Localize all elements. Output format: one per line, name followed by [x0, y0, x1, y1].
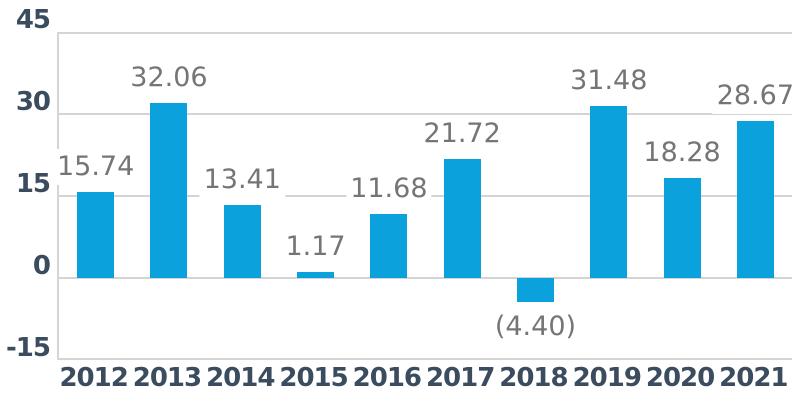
- bar-2013: [150, 102, 188, 278]
- data-label-2015: 1.17: [281, 228, 350, 265]
- y-tick-label-15: 15: [15, 169, 51, 199]
- x-tick-label-2013: 2013: [132, 363, 202, 393]
- y-tick-label-0: 0: [32, 251, 51, 281]
- data-label-2012: 15.74: [52, 148, 139, 185]
- data-label-2019: 31.48: [566, 62, 652, 99]
- bar-2019: [590, 105, 628, 278]
- x-tick-label-2021: 2021: [719, 363, 788, 393]
- x-tick-label-2014: 2014: [206, 363, 275, 393]
- x-tick-label-2020: 2020: [645, 363, 715, 393]
- x-tick-label-2012: 2012: [59, 363, 128, 393]
- data-label-2017: 21.72: [419, 116, 505, 153]
- data-label-2018: (4.40): [490, 309, 581, 346]
- bar-2018: [516, 278, 554, 303]
- y-tick-label-30: 30: [15, 87, 51, 117]
- data-label-2021: 28.67: [712, 78, 798, 115]
- data-label-2013: 32.06: [126, 59, 212, 96]
- data-label-2014: 13.41: [199, 161, 285, 198]
- x-tick-label-2019: 2019: [572, 363, 642, 393]
- bar-2014: [223, 204, 261, 278]
- y-tick-label--15: -15: [6, 333, 51, 363]
- x-tick-label-2015: 2015: [279, 363, 348, 393]
- gridline-y-0: [59, 277, 792, 279]
- plot-area: 15.74 32.06 13.41 1.17 11.68 21.72 (4.40) 31.48…: [52, 32, 798, 360]
- bar-2016: [370, 214, 408, 278]
- x-tick-label-2017: 2017: [425, 363, 495, 393]
- x-tick-label-2018: 2018: [499, 363, 568, 393]
- bar-2015: [297, 271, 335, 278]
- data-label-2016: 11.68: [346, 171, 432, 208]
- bar-2017: [443, 159, 481, 278]
- gridline-y-30: [59, 113, 792, 115]
- bar-2021: [736, 121, 774, 278]
- bar-2020: [663, 178, 701, 278]
- x-tick-label-2016: 2016: [352, 363, 422, 393]
- gridline-y-45: [59, 32, 792, 34]
- y-tick-label-45: 45: [15, 5, 51, 35]
- bar-2012: [77, 191, 115, 278]
- gridline-y--15: [59, 358, 792, 360]
- data-label-2020: 18.28: [639, 135, 725, 172]
